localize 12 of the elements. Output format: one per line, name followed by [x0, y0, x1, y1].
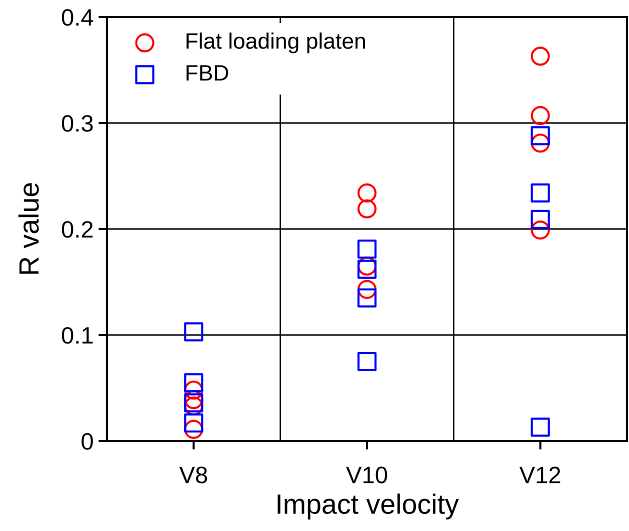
- y-axis-title: R value: [18, 183, 39, 274]
- y-tick-label: 0.3: [62, 115, 93, 132]
- legend-label: Flat loading platen: [186, 32, 365, 54]
- x-tick-label: V8: [179, 466, 208, 484]
- x-tick-label: V12: [519, 466, 560, 484]
- y-tick-label: 0.4: [62, 9, 94, 26]
- y-tick-label: 0: [82, 433, 93, 450]
- x-axis-title: Impact velocity: [278, 494, 459, 520]
- legend-label: FBD: [186, 65, 228, 80]
- y-tick-label: 0.1: [62, 327, 93, 344]
- x-tick-label: V10: [346, 466, 388, 484]
- y-tick-label: 0.2: [62, 221, 93, 238]
